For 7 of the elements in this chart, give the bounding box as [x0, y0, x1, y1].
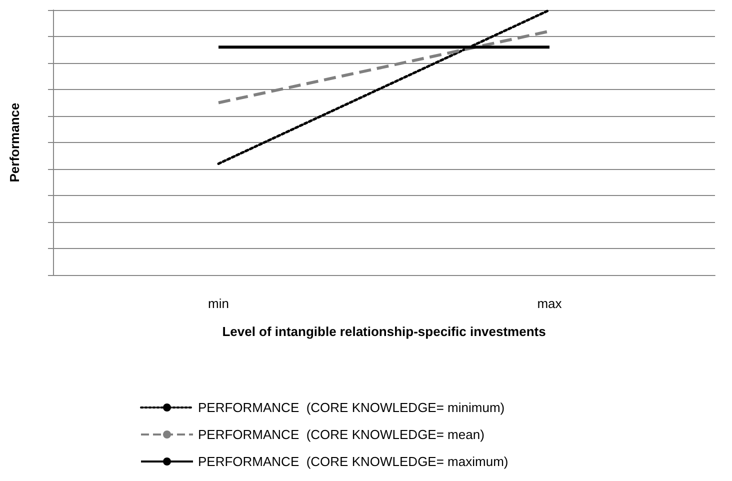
legend-label: PERFORMANCE (CORE KNOWLEDGE= maximum): [198, 454, 508, 469]
x-axis-title: Level of intangible relationship-specific investments: [222, 324, 546, 339]
legend-label: PERFORMANCE (CORE KNOWLEDGE= mean): [198, 427, 484, 442]
y-axis-title: Performance: [7, 102, 22, 182]
x-tick-label: max: [537, 296, 562, 311]
x-tick-label: min: [208, 296, 229, 311]
legend-label: PERFORMANCE (CORE KNOWLEDGE= minimum): [198, 400, 505, 415]
